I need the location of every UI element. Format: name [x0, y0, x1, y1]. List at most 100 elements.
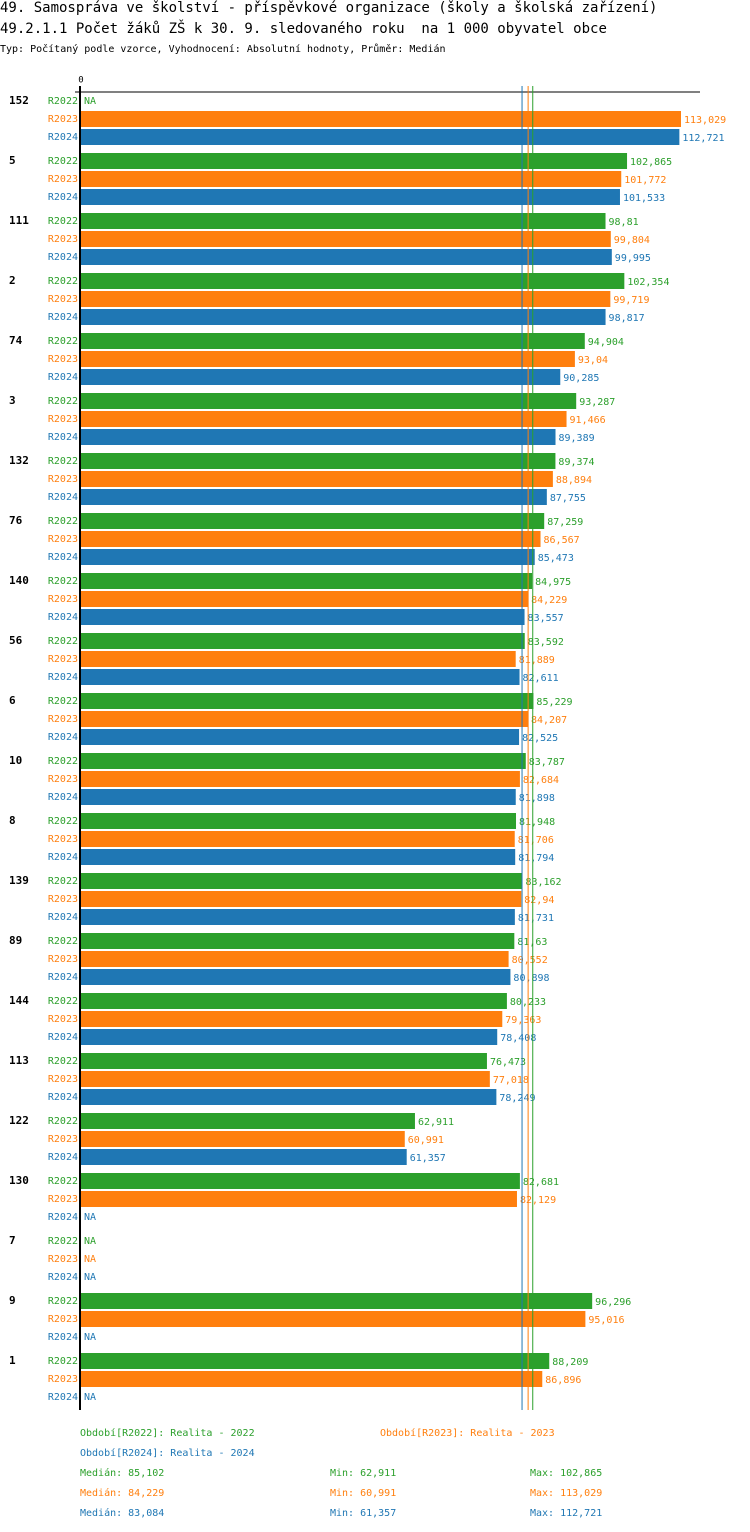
series-label: R2022: [48, 456, 78, 467]
category-label: 5: [9, 154, 16, 167]
data-label: 99,804: [614, 235, 650, 246]
bar: [81, 609, 525, 625]
x-tick-label: 0: [78, 76, 83, 86]
bar: [81, 309, 606, 325]
series-label: R2022: [48, 996, 78, 1007]
category-label: 3: [9, 394, 16, 407]
data-label: 88,894: [556, 475, 592, 486]
series-label: R2024: [48, 792, 78, 803]
series-label: R2024: [48, 252, 78, 263]
series-label: R2023: [48, 354, 78, 365]
bar: [81, 471, 553, 487]
bar: [81, 489, 547, 505]
series-label: R2023: [48, 114, 78, 125]
data-label: 81,706: [518, 835, 554, 846]
data-label: 86,896: [545, 1375, 581, 1386]
data-label: 83,787: [529, 757, 565, 768]
data-label: 93,287: [579, 397, 615, 408]
bar: [81, 933, 515, 949]
series-label: R2022: [48, 636, 78, 647]
bar: [81, 993, 507, 1009]
category-label: 152: [9, 94, 29, 107]
na-label: NA: [84, 1212, 96, 1223]
bar: [81, 1149, 407, 1165]
series-label: R2022: [48, 216, 78, 227]
legend-r2023: Období[R2023]: Realita - 2023: [380, 1428, 555, 1439]
data-label: 87,755: [550, 493, 586, 504]
data-label: 98,817: [609, 313, 645, 324]
data-label: 62,911: [418, 1117, 454, 1128]
bar: [81, 171, 622, 187]
series-label: R2023: [48, 1254, 78, 1265]
bar: [81, 1113, 415, 1129]
data-label: 113,029: [684, 115, 726, 126]
series-label: R2022: [48, 156, 78, 167]
series-label: R2022: [48, 396, 78, 407]
series-label: R2024: [48, 912, 78, 923]
stat-median-r2023: Medián: 84,229: [80, 1488, 165, 1499]
bar: [81, 333, 585, 349]
series-label: R2023: [48, 894, 78, 905]
data-label: 98,81: [609, 217, 639, 228]
category-label: 1: [9, 1354, 16, 1367]
series-label: R2024: [48, 1152, 78, 1163]
series-label: R2022: [48, 936, 78, 947]
series-label: R2024: [48, 1332, 78, 1343]
series-label: R2022: [48, 1236, 78, 1247]
bar: [81, 669, 520, 685]
bar: [81, 213, 606, 229]
bar: [81, 813, 517, 829]
series-label: R2024: [48, 1032, 78, 1043]
data-label: 80,898: [513, 973, 549, 984]
series-label: R2023: [48, 834, 78, 845]
data-label: 82,525: [522, 733, 558, 744]
data-label: 83,162: [525, 877, 561, 888]
data-label: 83,557: [528, 613, 564, 624]
data-label: 94,904: [588, 337, 624, 348]
stat-max-r2024: Max: 112,721: [530, 1508, 603, 1519]
data-label: 102,354: [627, 277, 669, 288]
data-label: 101,533: [623, 193, 665, 204]
series-label: R2023: [48, 474, 78, 485]
series-label: R2023: [48, 1314, 78, 1325]
series-label: R2024: [48, 672, 78, 683]
series-label: R2024: [48, 1272, 78, 1283]
bar: [81, 849, 516, 865]
category-label: 7: [9, 1234, 16, 1247]
chart-meta: Typ: Počítaný podle vzorce, Vyhodnocení:…: [0, 44, 446, 55]
bar: [81, 1011, 503, 1027]
na-label: NA: [84, 1392, 96, 1403]
bar: [81, 111, 681, 127]
bar: [81, 351, 575, 367]
data-label: 83,592: [528, 637, 564, 648]
data-label: 85,473: [538, 553, 574, 564]
bar: [81, 291, 611, 307]
stat-min-r2023: Min: 60,991: [330, 1488, 397, 1499]
stat-min-r2022: Min: 62,911: [330, 1468, 397, 1479]
series-label: R2023: [48, 714, 78, 725]
series-label: R2023: [48, 1374, 78, 1385]
category-label: 122: [9, 1114, 29, 1127]
bar: [81, 909, 515, 925]
data-label: 82,681: [523, 1177, 559, 1188]
series-label: R2022: [48, 1056, 78, 1067]
bar: [81, 591, 529, 607]
na-label: NA: [84, 96, 96, 107]
data-label: 76,473: [490, 1057, 526, 1068]
category-label: 74: [9, 334, 23, 347]
bar: [81, 771, 520, 787]
series-label: R2023: [48, 234, 78, 245]
data-label: 84,207: [531, 715, 567, 726]
series-label: R2024: [48, 1092, 78, 1103]
data-label: 60,991: [408, 1135, 444, 1146]
chart-title: 49. Samospráva ve školství - příspěvkové…: [0, 0, 658, 16]
category-label: 89: [9, 934, 22, 947]
bar: [81, 531, 541, 547]
stat-median-r2022: Medián: 85,102: [80, 1468, 165, 1479]
data-label: 96,296: [595, 1297, 631, 1308]
data-label: 85,229: [536, 697, 572, 708]
data-label: 89,389: [559, 433, 595, 444]
stat-max-r2022: Max: 102,865: [530, 1468, 603, 1479]
na-label: NA: [84, 1236, 96, 1247]
